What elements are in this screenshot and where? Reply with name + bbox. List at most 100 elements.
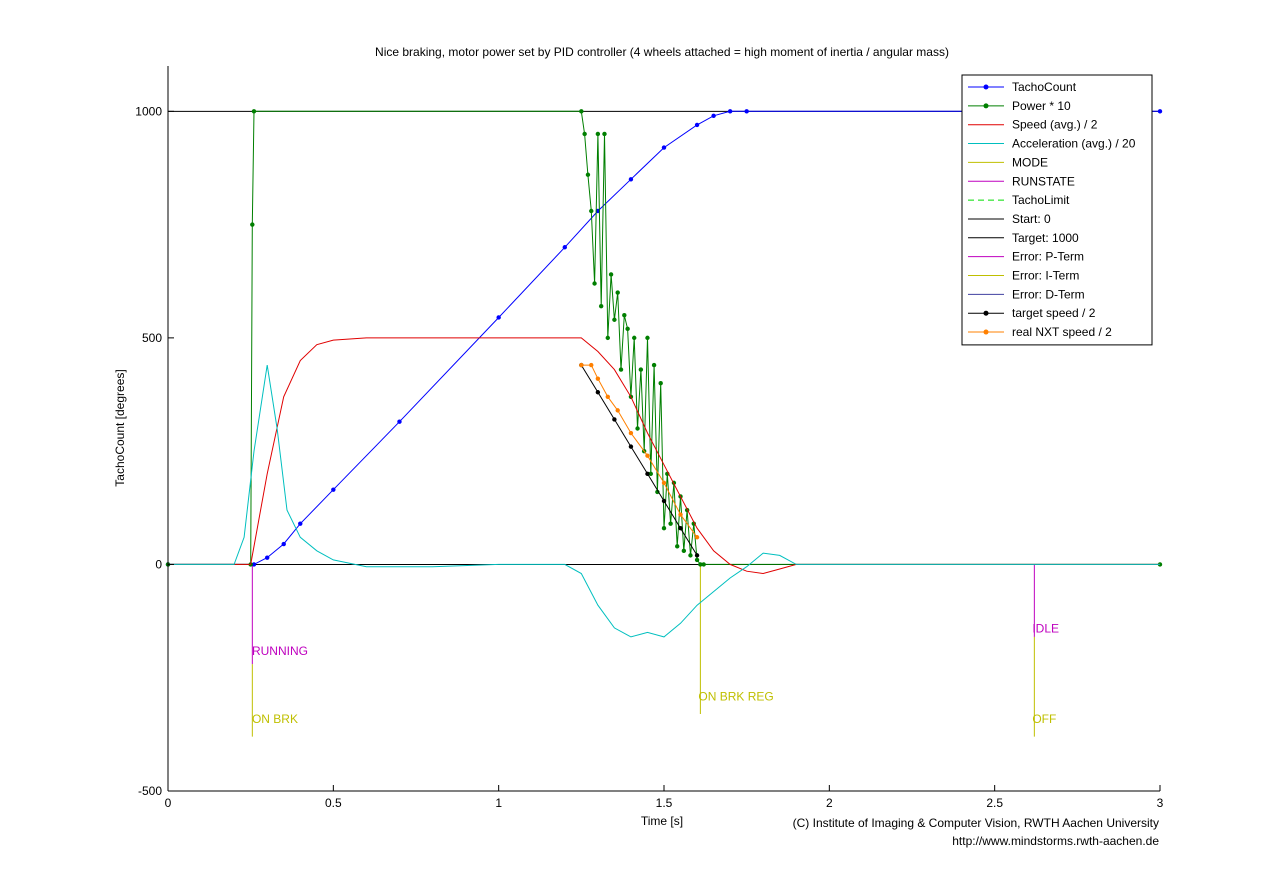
series-point-real-nxt-speed-2	[589, 362, 594, 368]
legend-label-runstate: RUNSTATE	[1012, 174, 1075, 188]
series-line-real-nxt-speed-2	[581, 364, 698, 538]
series-point-tachocount	[1157, 109, 1163, 114]
legend-label-tacholimit: TachoLimit	[1012, 193, 1070, 207]
legend-label-speed-avg-2: Speed (avg.) / 2	[1012, 118, 1098, 132]
series-point-power-10	[675, 544, 680, 549]
legend-marker-real-nxt-speed-2	[983, 329, 989, 335]
y-tick-label: 1000	[135, 104, 162, 118]
series-point-tachocount	[298, 521, 303, 526]
series-point-power-10	[668, 521, 673, 526]
series-point-real-nxt-speed-2	[595, 376, 601, 381]
series-point-power-10	[612, 317, 617, 322]
x-tick-label: 0.5	[325, 796, 342, 810]
series-point-real-nxt-speed-2	[678, 512, 683, 517]
series-point-tachocount	[727, 109, 733, 114]
legend-label-target-1000: Target: 1000	[1012, 231, 1079, 245]
series-point-power-10	[592, 281, 597, 286]
series-point-tachocount	[661, 145, 667, 150]
legend-label-error-i-term: Error: I-Term	[1012, 269, 1079, 283]
credit-url: http://www.mindstorms.rwth-aachen.de	[952, 834, 1159, 848]
legend-label-error-d-term: Error: D-Term	[1012, 287, 1085, 301]
series-line-target-speed-2	[580, 364, 698, 556]
series-point-power-10	[602, 131, 607, 137]
annotation-off: OFF	[1032, 712, 1056, 726]
series-point-real-nxt-speed-2	[605, 394, 610, 399]
series-point-power-10	[579, 109, 584, 114]
series-point-tachocount	[496, 315, 501, 320]
x-axis-label: Time [s]	[641, 814, 683, 828]
series-point-target-speed-2	[595, 390, 601, 395]
series-point-power-10	[698, 562, 703, 567]
series-point-power-10	[655, 489, 660, 495]
legend-box	[961, 74, 1153, 346]
series-point-target-speed-2	[628, 444, 634, 449]
series-point-power-10	[688, 553, 693, 558]
legend-label-tachocount: TachoCount	[1012, 80, 1077, 94]
legend-marker-tachocount	[983, 84, 989, 90]
series-point-power-10	[250, 222, 255, 227]
series-point-real-nxt-speed-2	[645, 453, 650, 458]
series-point-power-10	[595, 131, 601, 137]
series-point-power-10	[658, 380, 663, 386]
series-point-tachocount	[628, 177, 634, 182]
credit-institute: (C) Institute of Imaging & Computer Visi…	[792, 816, 1159, 830]
annotation-on-brk: ON BRK	[252, 712, 298, 726]
legend-label-mode: MODE	[1012, 155, 1048, 169]
series-point-target-speed-2	[694, 553, 700, 558]
plot-area: RUNNING ON BRK ON BRK REG IDLE OFF	[165, 109, 1163, 737]
series-point-real-nxt-speed-2	[579, 362, 584, 368]
series-point-power-10	[608, 272, 614, 277]
series-point-real-nxt-speed-2	[615, 408, 620, 413]
legend-label-power-10: Power * 10	[1012, 99, 1071, 113]
series-point-target-speed-2	[612, 417, 617, 422]
series-point-power-10	[582, 131, 587, 137]
x-tick-label: 2.5	[986, 796, 1003, 810]
y-tick-label: 0	[155, 557, 162, 571]
legend-marker-target-speed-2	[983, 310, 989, 316]
series-point-tachocount	[265, 555, 270, 560]
series-point-power-10	[618, 367, 624, 372]
series-point-power-10	[598, 303, 604, 309]
series-point-tachocount	[331, 487, 336, 492]
annotation-idle: IDLE	[1032, 621, 1059, 635]
series-point-power-10	[661, 525, 667, 531]
series-point-tachocount	[251, 562, 257, 567]
series-point-tachocount	[694, 122, 700, 128]
series-point-power-10	[648, 471, 653, 477]
series-point-target-speed-2	[645, 471, 650, 477]
legend-label-acceleration-avg-20: Acceleration (avg.) / 20	[1012, 137, 1136, 151]
series-point-tachocount	[562, 245, 567, 250]
series-point-real-nxt-speed-2	[628, 430, 634, 436]
series-point-tachocount	[711, 113, 716, 119]
series-point-power-10	[622, 313, 627, 318]
legend-label-target-speed-2: target speed / 2	[1012, 306, 1096, 320]
series-point-power-10	[251, 109, 257, 114]
series-point-power-10	[589, 208, 594, 214]
series-point-power-10	[681, 548, 687, 554]
series-point-power-10	[635, 426, 640, 431]
legend-label-real-nxt-speed-2: real NXT speed / 2	[1012, 325, 1112, 339]
series-point-power-10	[605, 335, 610, 341]
y-tick-label: -500	[138, 784, 162, 798]
series-line-acceleration-avg-20	[168, 365, 1160, 638]
series-point-power-10	[701, 562, 706, 567]
series-point-tachocount	[744, 109, 749, 114]
annotation-running: RUNNING	[252, 644, 308, 658]
x-tick-label: 1	[495, 796, 502, 810]
series-point-real-nxt-speed-2	[694, 535, 700, 540]
chart-title: Nice braking, motor power set by PID con…	[375, 45, 949, 59]
y-tick-label: 500	[142, 331, 162, 345]
series-point-power-10	[638, 367, 644, 372]
legend-label-start-0: Start: 0	[1012, 212, 1051, 226]
series-point-target-speed-2	[678, 525, 683, 531]
series-point-tachocount	[397, 419, 402, 424]
legend: TachoCount Power * 10 Speed (avg.) / 2 Acce…	[961, 74, 1153, 346]
annotation-on-brk-reg: ON BRK REG	[698, 689, 773, 703]
x-tick-label: 0	[165, 796, 172, 810]
legend-marker-power-10	[983, 103, 989, 109]
series-line-speed-avg-2	[168, 337, 1160, 575]
series-point-tachocount	[281, 541, 286, 547]
series-point-power-10	[632, 335, 637, 341]
series-point-power-10	[645, 335, 650, 341]
